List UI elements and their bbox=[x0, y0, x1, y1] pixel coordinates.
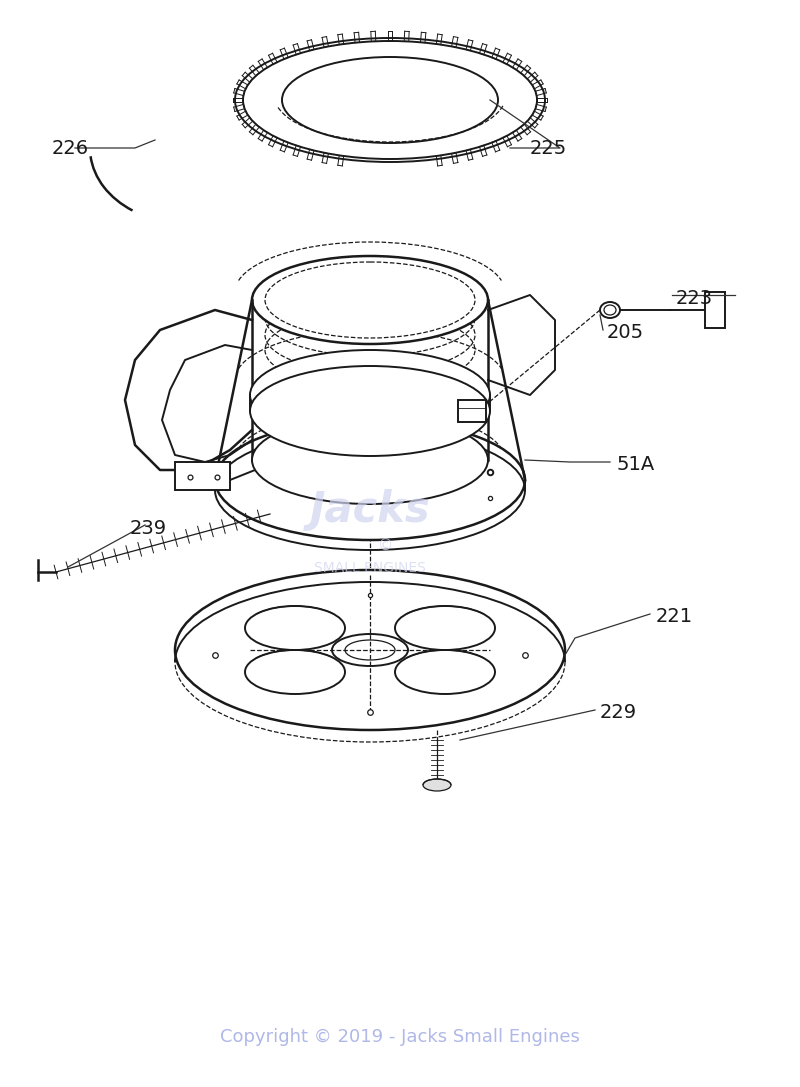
Text: Jacks: Jacks bbox=[310, 489, 430, 532]
Ellipse shape bbox=[245, 650, 345, 694]
Text: Copyright © 2019 - Jacks Small Engines: Copyright © 2019 - Jacks Small Engines bbox=[220, 1028, 580, 1046]
Text: 51A: 51A bbox=[616, 455, 654, 475]
Ellipse shape bbox=[250, 366, 490, 457]
Text: 226: 226 bbox=[52, 138, 89, 158]
Text: SMALL ENGINES: SMALL ENGINES bbox=[314, 561, 426, 575]
Bar bbox=[458, 400, 486, 422]
Text: 205: 205 bbox=[607, 324, 644, 342]
Ellipse shape bbox=[395, 605, 495, 650]
Bar bbox=[705, 292, 725, 328]
Text: 225: 225 bbox=[530, 138, 567, 158]
Ellipse shape bbox=[215, 420, 525, 540]
Ellipse shape bbox=[423, 779, 451, 791]
Text: 221: 221 bbox=[656, 608, 693, 626]
Bar bbox=[175, 462, 230, 490]
Ellipse shape bbox=[250, 350, 490, 440]
Ellipse shape bbox=[395, 650, 495, 694]
Text: ©: © bbox=[378, 537, 393, 552]
Ellipse shape bbox=[175, 570, 565, 730]
Text: 239: 239 bbox=[130, 518, 167, 537]
Ellipse shape bbox=[252, 416, 488, 504]
Text: 223: 223 bbox=[676, 288, 713, 308]
Ellipse shape bbox=[252, 257, 488, 343]
Text: 229: 229 bbox=[600, 702, 637, 722]
Ellipse shape bbox=[245, 605, 345, 650]
